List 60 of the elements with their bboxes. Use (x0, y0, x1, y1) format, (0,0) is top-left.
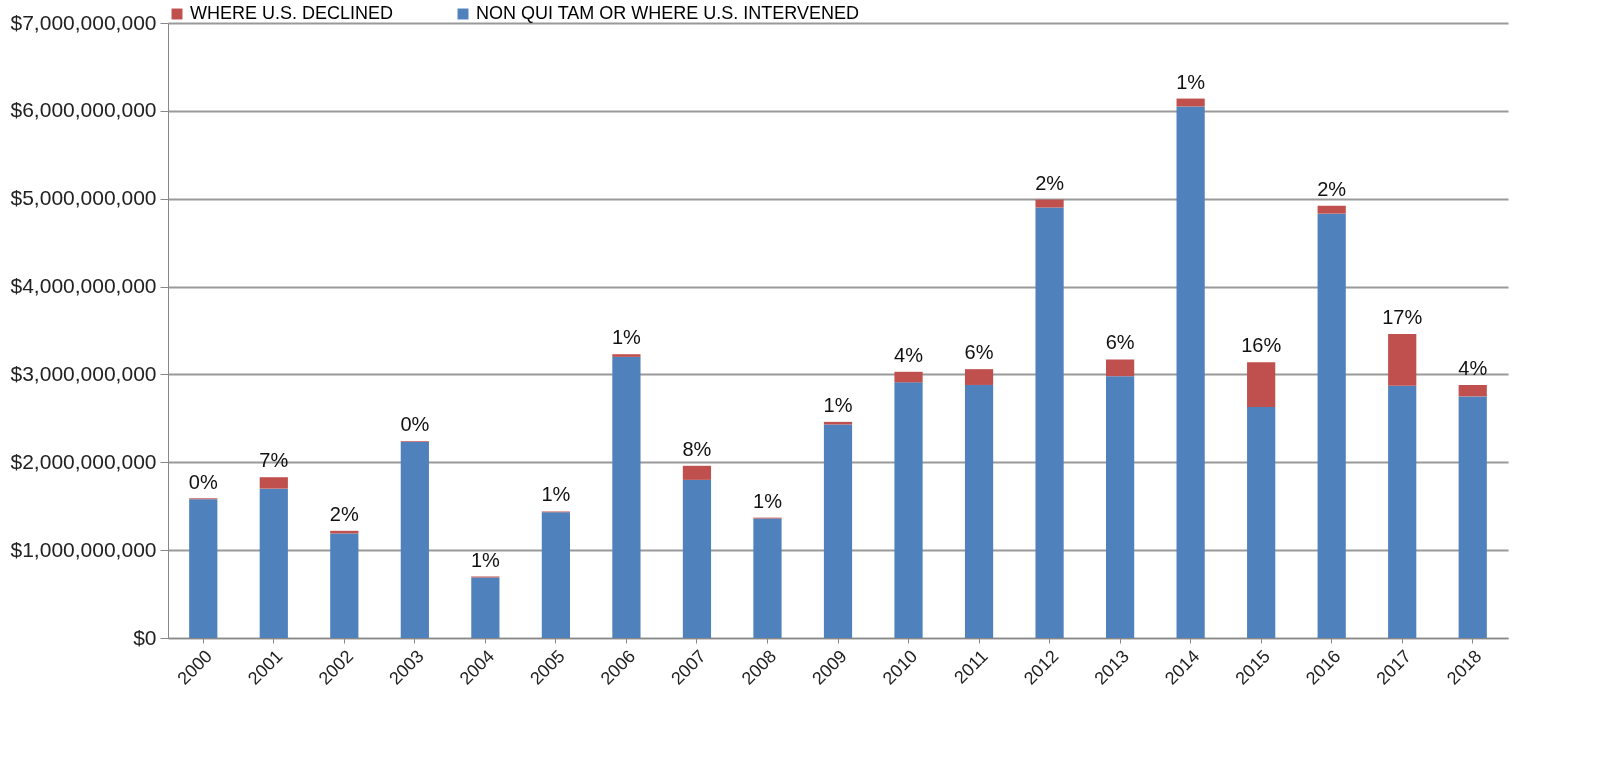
bar (1247, 406, 1276, 638)
bar (471, 577, 500, 638)
y-tick-label: $6,000,000,000 (10, 98, 157, 122)
y-tick-label: $3,000,000,000 (10, 361, 157, 385)
bar (400, 442, 429, 638)
annotation: 0% (188, 470, 218, 493)
y-tick-label: $5,000,000,000 (10, 186, 157, 210)
annotation: 1% (1176, 70, 1206, 93)
bar (753, 518, 782, 638)
bar (612, 356, 641, 638)
annotation: 1% (753, 489, 783, 512)
annotation: 0% (400, 413, 430, 436)
bar (330, 533, 359, 638)
bar (541, 512, 570, 638)
bar (612, 354, 641, 357)
bar (1176, 106, 1205, 638)
bar (964, 384, 994, 638)
bar (823, 421, 853, 425)
bar (894, 382, 923, 638)
bar (1035, 199, 1064, 208)
bar (1317, 205, 1346, 214)
annotation: 7% (259, 449, 289, 472)
y-tick-label: $2,000,000,000 (10, 449, 157, 473)
annotation: 2% (1317, 177, 1347, 200)
annotation: 4% (1458, 356, 1488, 379)
annotation: 6% (964, 341, 994, 364)
bar (682, 479, 712, 638)
legend-label: NON QUI TAM OR WHERE U.S. INTERVENED (476, 3, 860, 23)
bar (894, 371, 923, 383)
annotation: 4% (894, 343, 924, 366)
bar (964, 369, 994, 385)
bar (1106, 359, 1135, 377)
bar (259, 477, 288, 489)
bar (682, 465, 712, 480)
bar (259, 488, 288, 638)
annotation: 1% (541, 483, 571, 506)
bar (1106, 376, 1135, 638)
bar (1388, 334, 1417, 386)
bar (1388, 385, 1417, 638)
annotation: 16% (1241, 334, 1282, 357)
annotation: 8% (682, 437, 712, 460)
annotation: 17% (1382, 306, 1423, 329)
y-tick-label: $0 (133, 625, 157, 649)
annotation: 2% (329, 502, 359, 525)
legend-label: WHERE U.S. DECLINED (190, 3, 394, 23)
bar (1458, 384, 1487, 397)
bar (189, 499, 218, 638)
annotation: 1% (823, 393, 853, 416)
annotation: 1% (611, 326, 642, 349)
annotation: 2% (1035, 171, 1065, 194)
bar (823, 424, 853, 638)
annotation: 1% (470, 549, 501, 572)
y-tick-label: $4,000,000,000 (10, 274, 157, 298)
y-tick-label: $1,000,000,000 (10, 537, 157, 561)
bar (1035, 207, 1064, 638)
y-tick-label: $7,000,000,000 (10, 10, 157, 34)
bar (1317, 213, 1346, 638)
annotation: 6% (1105, 331, 1135, 354)
bar (1247, 362, 1276, 407)
bar (1458, 396, 1487, 638)
